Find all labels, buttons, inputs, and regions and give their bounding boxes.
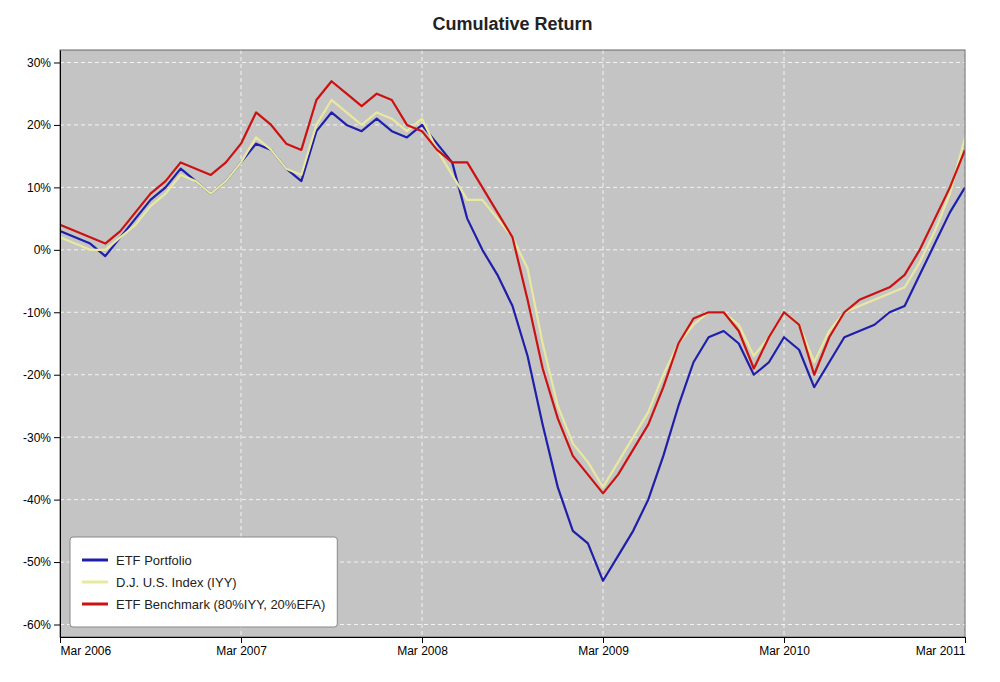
y-tick-label: 0%: [34, 243, 52, 257]
y-grid-line: [60, 499, 965, 500]
x-tick: Mar 2011: [916, 637, 966, 658]
x-tick-label: Mar 2009: [578, 644, 629, 658]
y-tick-label: 20%: [27, 118, 51, 132]
y-tick: -50%: [23, 555, 60, 569]
y-tick: -60%: [23, 618, 60, 632]
x-tick-label: Mar 2007: [216, 644, 267, 658]
x-grid-line: [603, 50, 604, 637]
y-tick: 20%: [27, 118, 60, 132]
y-grid-line: [60, 62, 965, 63]
legend: ETF Portfolio D.J. U.S. Index (IYY) ETF Be…: [70, 537, 337, 627]
y-tick: -30%: [23, 431, 60, 445]
plot: Mar 2006 Mar 2007 Mar 2008 Mar 2009 Mar 2010…: [23, 50, 966, 658]
y-tick-mark: [54, 187, 60, 188]
x-grid-line: [784, 50, 785, 637]
legend-background: [70, 537, 337, 627]
x-tick-mark: [965, 637, 966, 643]
plot-frame: [60, 50, 965, 637]
y-tick: -20%: [23, 368, 60, 382]
y-axis-line: [60, 51, 61, 638]
x-tick-label: Mar 2006: [61, 644, 112, 658]
legend-label: ETF Benchmark (80%IYY, 20%EFA): [116, 597, 325, 612]
legend-swatch: [82, 603, 108, 606]
y-tick-mark: [54, 562, 60, 563]
grid: [60, 50, 965, 637]
y-tick-mark: [54, 625, 60, 626]
y-grid-line: [60, 249, 965, 250]
plot-background: [60, 50, 965, 637]
y-tick-label: -40%: [23, 493, 51, 507]
y-tick: 0%: [34, 243, 60, 257]
y-tick: 10%: [27, 181, 60, 195]
x-axis: Mar 2006 Mar 2007 Mar 2008 Mar 2009 Mar 2010…: [61, 637, 966, 658]
y-tick: 30%: [27, 56, 60, 70]
x-tick-mark: [603, 637, 604, 643]
x-tick-mark: [60, 637, 61, 643]
y-tick-mark: [54, 125, 60, 126]
y-grid-line: [60, 124, 965, 125]
x-tick: Mar 2007: [216, 637, 267, 658]
y-tick-label: -60%: [23, 618, 51, 632]
y-tick-mark: [54, 375, 60, 376]
chart: Cumulative ReturnMar 2006Mar 2007Mar 200…: [0, 0, 1000, 682]
legend-swatch: [82, 559, 108, 562]
series-line: [60, 100, 965, 487]
y-tick-label: 10%: [27, 181, 51, 195]
x-tick: Mar 2008: [397, 637, 448, 658]
y-grid-line: [60, 312, 965, 313]
legend-swatch: [82, 581, 108, 584]
y-tick-label: 30%: [27, 56, 51, 70]
y-tick-label: -30%: [23, 431, 51, 445]
x-tick: Mar 2006: [61, 637, 112, 658]
y-tick-label: -10%: [23, 306, 51, 320]
x-tick-label: Mar 2008: [397, 644, 448, 658]
lines: [60, 81, 965, 581]
y-axis: -60% -50% -40% -30% -20% -10% 0% 10% 20% 30%: [23, 51, 61, 638]
x-tick: Mar 2010: [759, 637, 810, 658]
y-tick-mark: [54, 312, 60, 313]
y-tick-label: -20%: [23, 368, 51, 382]
y-tick-mark: [54, 62, 60, 63]
x-tick-mark: [784, 637, 785, 643]
x-tick-label: Mar 2010: [759, 644, 810, 658]
x-axis-line: [61, 637, 966, 638]
x-tick-label: Mar 2011: [916, 644, 966, 658]
y-grid-line: [60, 437, 965, 438]
legend-label: D.J. U.S. Index (IYY): [116, 575, 237, 590]
y-grid-line: [60, 187, 965, 188]
x-grid-line: [422, 50, 423, 637]
y-tick-label: -50%: [23, 555, 51, 569]
y-grid-line: [60, 374, 965, 375]
title: Cumulative Return: [432, 14, 592, 34]
y-tick-mark: [54, 250, 60, 251]
legend-label: ETF Portfolio: [116, 553, 192, 568]
y-tick: -40%: [23, 493, 60, 507]
series-line: [60, 112, 965, 580]
x-tick-mark: [241, 637, 242, 643]
y-tick-mark: [54, 500, 60, 501]
series-line: [60, 81, 965, 493]
y-tick: -10%: [23, 306, 60, 320]
x-tick: Mar 2009: [578, 637, 629, 658]
x-tick-mark: [422, 637, 423, 643]
y-tick-mark: [54, 437, 60, 438]
